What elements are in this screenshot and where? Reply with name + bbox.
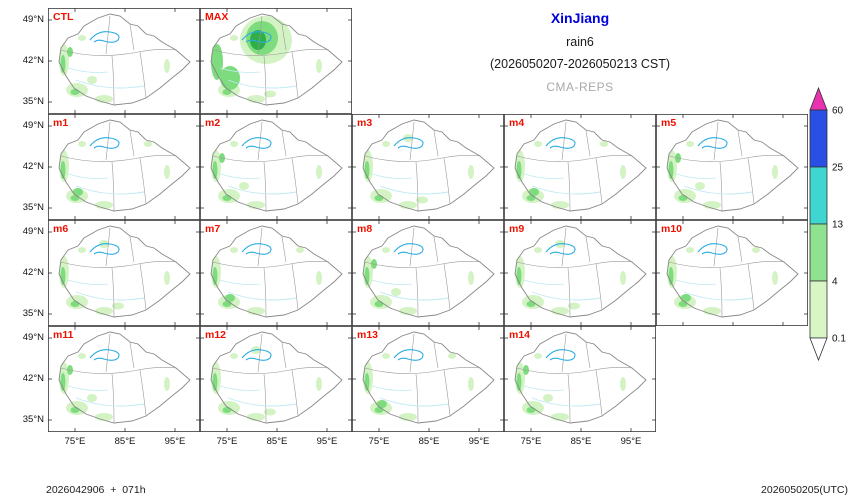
map-panel-m5: m5 xyxy=(656,114,808,220)
map-panel-m14: m14 xyxy=(504,326,656,432)
y-tick-label: 49°N xyxy=(22,120,44,131)
y-tick-label: 42°N xyxy=(22,267,44,278)
x-tick-label: 95°E xyxy=(316,436,338,447)
panel-label: m1 xyxy=(53,117,69,129)
y-tick-label: 35°N xyxy=(22,202,44,213)
map-panel-m9: m9 xyxy=(504,220,656,326)
panel-label: m10 xyxy=(661,223,683,235)
xinjiang-map xyxy=(200,8,352,114)
xinjiang-map xyxy=(48,114,200,220)
figure-model-name: CMA-REPS xyxy=(546,80,614,94)
panel-label: m11 xyxy=(53,329,74,341)
panel-label: m8 xyxy=(357,223,373,235)
y-tick-label: 35°N xyxy=(22,96,44,107)
panel-label: m4 xyxy=(509,117,525,129)
x-tick-label: 85°E xyxy=(570,436,592,447)
colorbar-level-label: 60 xyxy=(832,106,844,117)
y-tick-label: 49°N xyxy=(22,14,44,25)
y-tick-label: 35°N xyxy=(22,308,44,319)
init-time-lines: 2026042906 + 071h 2026042914 + 071h xyxy=(46,455,146,498)
xinjiang-map xyxy=(48,326,200,432)
x-tick-label: 85°E xyxy=(266,436,288,447)
map-panel-m12: m12 xyxy=(200,326,352,432)
xinjiang-map xyxy=(504,114,656,220)
colorbar: 60 25 13 4 0.1 xyxy=(804,84,860,389)
map-panel-m10: m10 xyxy=(656,220,808,326)
panel-label: m3 xyxy=(357,117,373,129)
y-tick-label: 35°N xyxy=(22,414,44,425)
map-panel-m11: m11 xyxy=(48,326,200,432)
x-tick-label: 95°E xyxy=(620,436,642,447)
figure-variable: rain6 xyxy=(566,35,594,49)
x-tick-label: 85°E xyxy=(114,436,136,447)
x-tick-label: 95°E xyxy=(468,436,490,447)
panel-label: CTL xyxy=(53,11,74,23)
figure-valid-period: (2026050207-2026050213 CST) xyxy=(490,57,670,71)
panel-label: m6 xyxy=(53,223,69,235)
map-panel-m7: m7 xyxy=(200,220,352,326)
xinjiang-map xyxy=(352,220,504,326)
panel-label: m2 xyxy=(205,117,221,129)
y-tick-label: 42°N xyxy=(22,55,44,66)
xinjiang-map xyxy=(504,326,656,432)
panel-label: m12 xyxy=(205,329,227,341)
x-tick-label: 75°E xyxy=(216,436,238,447)
map-panel-m6: m6 xyxy=(48,220,200,326)
y-tick-label: 49°N xyxy=(22,332,44,343)
x-tick-label: 75°E xyxy=(520,436,542,447)
map-panel-m4: m4 xyxy=(504,114,656,220)
panel-label: m7 xyxy=(205,223,221,235)
x-tick-label: 85°E xyxy=(418,436,440,447)
xinjiang-map xyxy=(48,8,200,114)
x-tick-label: 75°E xyxy=(64,436,86,447)
panel-label: m5 xyxy=(661,117,677,129)
panel-label: m9 xyxy=(509,223,525,235)
xinjiang-map xyxy=(352,326,504,432)
map-panel-m13: m13 xyxy=(352,326,504,432)
xinjiang-map xyxy=(200,220,352,326)
y-tick-label: 42°N xyxy=(22,161,44,172)
y-tick-label: 49°N xyxy=(22,226,44,237)
panel-label: m13 xyxy=(357,329,379,341)
xinjiang-map xyxy=(656,114,808,220)
title-block: XinJiang rain6 (2026050207-2026050213 CS… xyxy=(356,10,804,94)
figure-title: XinJiang xyxy=(550,10,610,26)
xinjiang-map xyxy=(352,114,504,220)
valid-time-utc: 2026050205(UTC) xyxy=(761,484,848,496)
map-panel-m8: m8 xyxy=(352,220,504,326)
xinjiang-map xyxy=(656,220,808,326)
x-tick-label: 95°E xyxy=(164,436,186,447)
xinjiang-map xyxy=(504,220,656,326)
map-panel-m2: m2 xyxy=(200,114,352,220)
panel-label: MAX xyxy=(205,11,229,23)
y-tick-label: 42°N xyxy=(22,373,44,384)
xinjiang-map xyxy=(48,220,200,326)
colorbar-level-label: 13 xyxy=(832,220,844,231)
map-panel-m3: m3 xyxy=(352,114,504,220)
colorbar-level-label: 0.1 xyxy=(832,334,846,345)
map-panel-max: MAX xyxy=(200,8,352,114)
map-panel-ctl: CTL xyxy=(48,8,200,114)
init-time-line-1: 2026042906 + 071h xyxy=(46,484,146,496)
colorbar-level-label: 4 xyxy=(832,277,838,288)
map-panel-m1: m1 xyxy=(48,114,200,220)
xinjiang-map xyxy=(200,326,352,432)
valid-time-lines: 2026050205(UTC) 2026050213(CST) xyxy=(761,455,848,498)
x-tick-label: 75°E xyxy=(368,436,390,447)
colorbar-level-label: 25 xyxy=(832,163,844,174)
panel-label: m14 xyxy=(509,329,531,341)
xinjiang-map xyxy=(200,114,352,220)
